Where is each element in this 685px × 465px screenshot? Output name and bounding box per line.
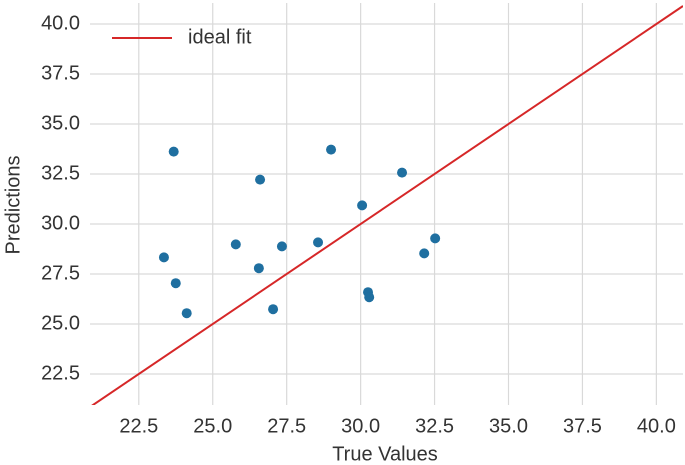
point — [181, 308, 192, 319]
x-axis-label: True Values — [332, 443, 438, 465]
y-tick-label: 35.0 — [41, 112, 80, 134]
point — [419, 248, 430, 259]
labels: 22.5 25.0 27.5 30.0 32.5 35.0 37.5 40.0 22.5 25.0… — [41, 12, 676, 437]
x-tick-label: 32.5 — [415, 415, 454, 437]
x-tick-label: 37.5 — [563, 415, 602, 437]
x-tick-label: 22.5 — [119, 415, 158, 437]
point — [170, 278, 181, 289]
point — [326, 144, 337, 155]
x-tick-label: 40.0 — [637, 415, 676, 437]
point — [357, 200, 368, 211]
x-tick-label: 30.0 — [341, 415, 380, 437]
point — [364, 292, 375, 303]
point — [397, 167, 408, 178]
y-axis-label: Predictions — [2, 156, 24, 255]
y-tick-label: 27.5 — [41, 262, 80, 284]
y-tick-label: 25.0 — [41, 312, 80, 334]
x-tick-label: 35.0 — [489, 415, 528, 437]
point — [430, 233, 441, 244]
x-tick-label: 25.0 — [193, 415, 232, 437]
point — [168, 146, 179, 157]
y-tick-label: 40.0 — [41, 12, 80, 34]
y-tick-label: 32.5 — [41, 162, 80, 184]
legend-label: ideal fit — [188, 26, 252, 48]
grid — [90, 3, 683, 405]
y-tick-label: 22.5 — [41, 362, 80, 384]
y-tick-label: 37.5 — [41, 62, 80, 84]
point — [158, 252, 169, 263]
fit-line — [91, 5, 683, 405]
point — [230, 239, 241, 250]
point — [276, 241, 287, 252]
point — [255, 174, 266, 185]
point — [253, 263, 264, 274]
plot-area — [91, 5, 683, 405]
y-tick-label: 30.0 — [41, 212, 80, 234]
point — [313, 237, 324, 248]
x-tick-label: 27.5 — [267, 415, 306, 437]
point — [268, 304, 279, 315]
